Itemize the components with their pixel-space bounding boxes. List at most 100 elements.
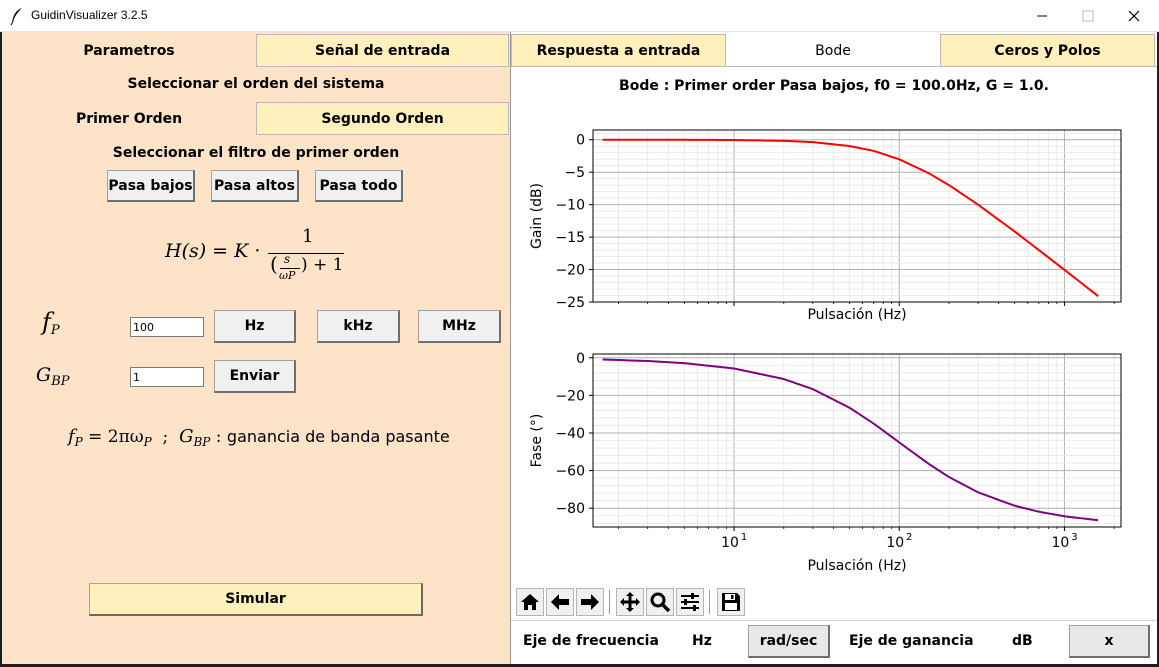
configure-subplots-button[interactable] [676, 588, 704, 616]
formula-inner-bar [280, 268, 300, 269]
rad-sec-button[interactable]: rad/sec [748, 625, 830, 658]
fp-input[interactable] [130, 317, 204, 337]
tab-senal-de-entrada[interactable]: Señal de entrada [256, 34, 509, 67]
y-tick-label: −60 [555, 464, 585, 480]
gbp-label: GBP [36, 364, 70, 389]
x-tick-label: 10 [1052, 535, 1070, 551]
series-line [602, 358, 1099, 522]
formula-lhs: H(s) = K · [165, 240, 261, 262]
y-axis-label: Fase (°) [529, 414, 545, 468]
series-line [602, 138, 1099, 297]
tab-ceros-y-polos[interactable]: Ceros y Polos [940, 34, 1155, 67]
window-title: GuidinVisualizer 3.2.5 [31, 8, 148, 22]
title-bar: GuidinVisualizer 3.2.5 [0, 0, 1159, 32]
pan-icon [620, 592, 640, 612]
tab-respuesta-a-entrada[interactable]: Respuesta a entrada [511, 34, 726, 67]
y-tick-label: 0 [576, 351, 585, 367]
gain-axis-label: Eje de ganancia [849, 633, 974, 649]
gbp-input[interactable] [130, 367, 204, 387]
legend-text: ganancia de banda pasante [226, 427, 450, 446]
y-axis-label: Gain (dB) [529, 183, 545, 249]
enviar-button[interactable]: Enviar [214, 360, 296, 393]
pasa-altos-button[interactable]: Pasa altos [211, 170, 299, 202]
x-tick-label: 10 [721, 535, 739, 551]
x-tick-label: 10 [886, 535, 904, 551]
y-tick-label: −80 [555, 501, 585, 517]
feather-icon [10, 8, 22, 25]
gain-x-button[interactable]: x [1069, 625, 1150, 658]
pan-button[interactable] [616, 588, 644, 616]
khz-button[interactable]: kHz [317, 310, 400, 343]
y-tick-label: −5 [564, 165, 585, 181]
back-arrow-icon [551, 594, 569, 610]
formula-s: s [284, 252, 291, 266]
maximize-button[interactable] [1065, 0, 1111, 32]
window-frame-bottom [0, 664, 1159, 667]
y-tick-label: 0 [576, 133, 585, 149]
plot-area [593, 130, 1121, 302]
fp-symbol: f [42, 308, 51, 336]
tab-label: Bode [815, 42, 851, 59]
bode-chart[interactable]: 0 −5 −10 −15 −20 −25 Pulsación (Hz) Gain (dB) 0… [511, 100, 1157, 580]
tab-bode[interactable]: Bode [726, 34, 940, 67]
pasa-bajos-button[interactable]: Pasa bajos [107, 170, 195, 202]
maximize-icon [1082, 10, 1094, 22]
plot-frame [592, 129, 1122, 303]
legend-f-sub: P [74, 435, 83, 449]
tab-label: Parametros [83, 42, 175, 59]
tab-label: Señal de entrada [314, 42, 451, 59]
tab-underline [511, 66, 1157, 67]
freq-axis-unit: Hz [692, 633, 712, 649]
home-button[interactable] [516, 588, 544, 616]
gain-axis-unit: dB [1012, 633, 1033, 649]
y-tick-label: −15 [555, 230, 585, 246]
x-tick-exponent: 3 [1071, 532, 1077, 543]
y-tick-label: −40 [555, 426, 585, 442]
gbp-symbol: G [36, 364, 52, 386]
primer-orden-option[interactable]: Primer Orden [2, 102, 256, 135]
window-frame-left [0, 32, 2, 667]
transfer-function-formula: H(s) = K · 1 ( s ωP ) + 1 [160, 226, 360, 290]
save-icon [722, 593, 740, 611]
parameters-panel [2, 32, 510, 664]
legend-f: f [68, 426, 75, 447]
hz-button[interactable]: Hz [214, 310, 296, 343]
formula-fraction-bar [268, 253, 344, 254]
freq-axis-label: Eje de frecuencia [523, 633, 659, 649]
filter-heading: Seleccionar el filtro de primer orden [112, 145, 400, 161]
segundo-orden-option[interactable]: Segundo Orden [256, 102, 509, 135]
tab-parametros[interactable]: Parametros [2, 34, 256, 67]
x-axis-label: Pulsación (Hz) [807, 558, 906, 574]
tab-label: Respuesta a entrada [536, 42, 701, 59]
home-icon [521, 594, 539, 610]
zoom-button[interactable] [646, 588, 674, 616]
formula-paren-open: ( [270, 252, 278, 276]
bottom-separator [511, 620, 1157, 621]
window-frame-right [1157, 32, 1159, 667]
legend-colon: : [210, 427, 227, 447]
zoom-icon [650, 592, 671, 613]
plot-frame [592, 353, 1122, 528]
segundo-orden-label: Segundo Orden [321, 110, 444, 127]
y-tick-label: −25 [555, 295, 585, 311]
minimize-icon [1037, 15, 1047, 17]
gain-plot: 0 −5 −10 −15 −20 −25 Pulsación (Hz) Gain (dB) [529, 129, 1122, 323]
toolbar-separator [709, 590, 710, 614]
simular-button[interactable]: Simular [89, 583, 423, 616]
back-button[interactable] [546, 588, 574, 616]
close-button[interactable] [1111, 0, 1157, 32]
fp-label: fP [42, 308, 60, 338]
primer-orden-label: Primer Orden [75, 110, 183, 127]
save-button[interactable] [717, 588, 745, 616]
forward-arrow-icon [581, 594, 599, 610]
legend-g: G [179, 426, 194, 447]
y-tick-label: −10 [555, 198, 585, 214]
minimize-button[interactable] [1019, 0, 1065, 32]
gbp-subscript: BP [51, 374, 70, 389]
tab-label: Ceros y Polos [994, 42, 1101, 59]
formula-numerator: 1 [302, 226, 314, 247]
forward-button[interactable] [576, 588, 604, 616]
mhz-button[interactable]: MHz [418, 310, 501, 343]
pasa-todo-button[interactable]: Pasa todo [315, 170, 403, 202]
